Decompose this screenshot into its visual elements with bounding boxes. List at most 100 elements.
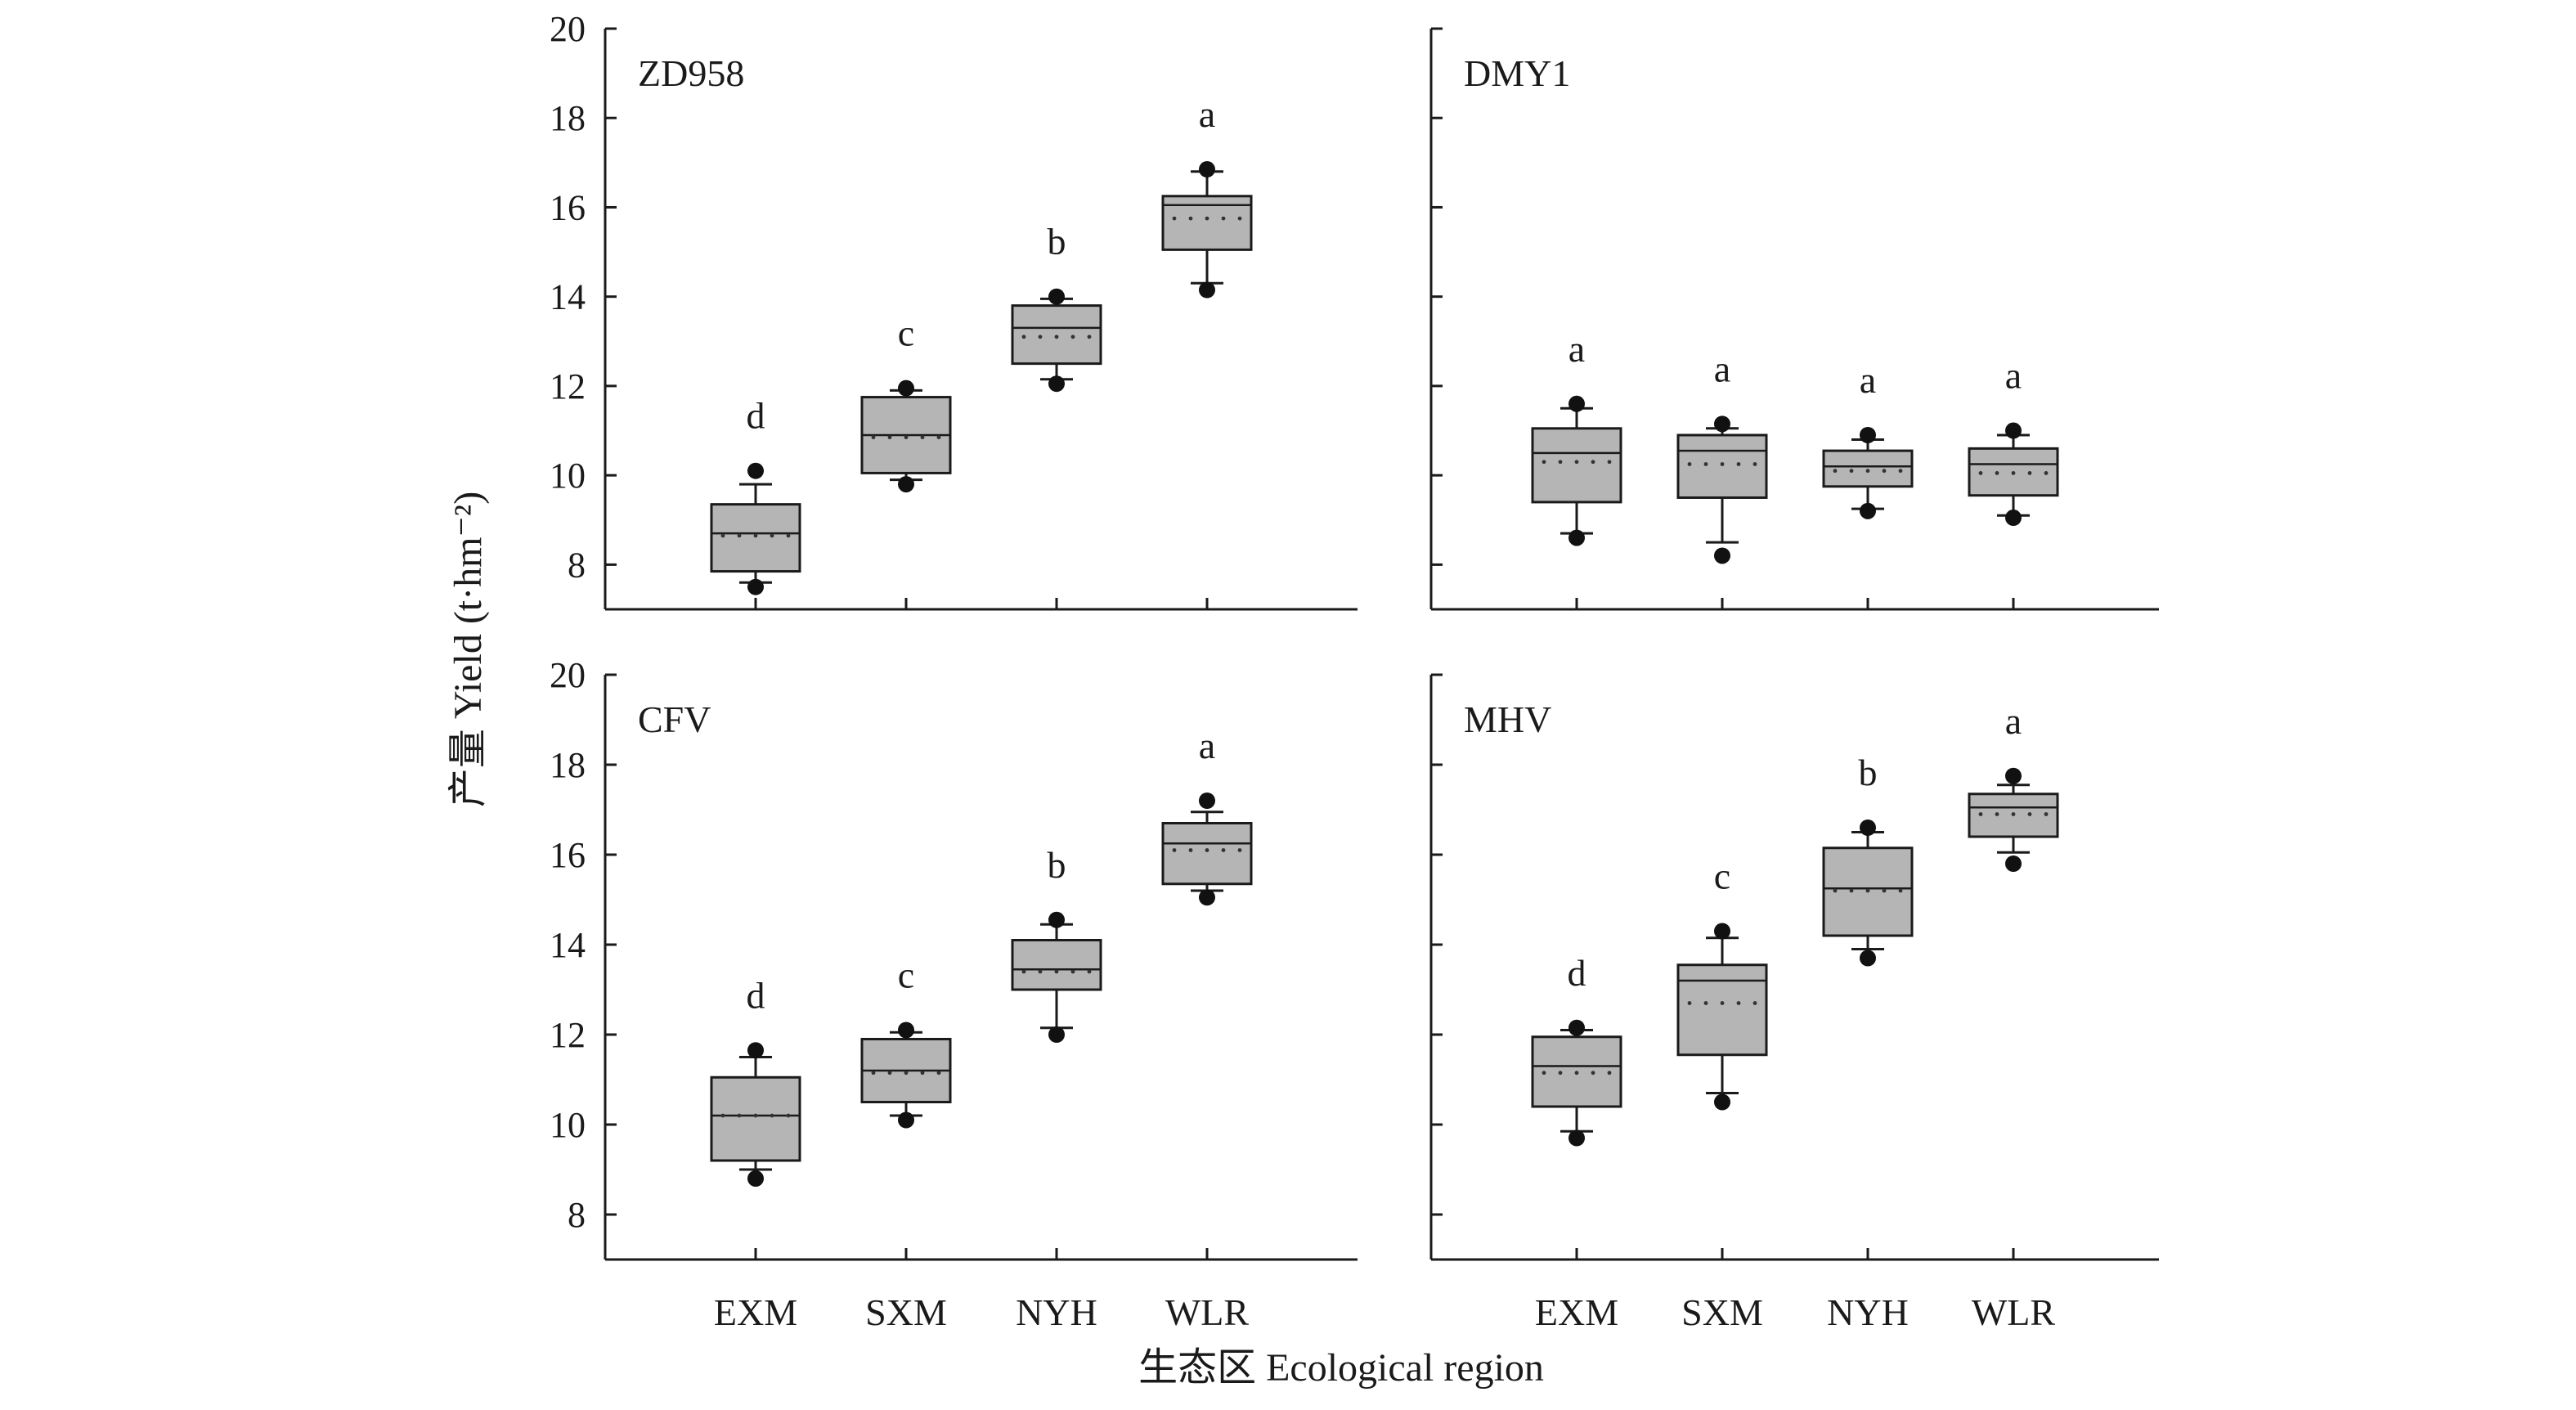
box	[710, 503, 801, 573]
significance-letter: a	[2005, 355, 2022, 397]
mean-dot	[1720, 1001, 1725, 1005]
x-category-label: SXM	[865, 1291, 947, 1333]
significance-letter: a	[1199, 93, 1215, 135]
mean-dot	[753, 1113, 758, 1118]
y-tick-label: 8	[568, 545, 586, 585]
y-axis-title: 产量 Yield (t·hm⁻²)	[447, 492, 490, 807]
y-tick-label: 12	[550, 366, 586, 406]
significance-letter: a	[1860, 359, 1876, 401]
mean-dot	[1736, 462, 1741, 466]
panels: 8 10 12 14 16 18 20 ZD958 d c b a DMY1 a a a a 8 10 12 14 16 1…	[550, 9, 2159, 1333]
mean-dot	[1188, 216, 1193, 221]
mean-dot	[1752, 462, 1757, 466]
outlier-point	[898, 476, 914, 493]
significance-letter: b	[1048, 221, 1066, 263]
outlier-point	[1860, 502, 1876, 519]
mean-dot	[1882, 469, 1887, 474]
box-group-wlr: a WLR	[1161, 725, 1253, 1333]
mean-dot	[2027, 471, 2032, 475]
mean-dot	[1752, 1001, 1757, 1005]
box-group-sxm: c SXM	[860, 954, 952, 1333]
mean-dot	[753, 533, 758, 538]
significance-letter: c	[1714, 855, 1730, 897]
box-group-nyh: b NYH	[1011, 844, 1102, 1333]
significance-letter: a	[1568, 328, 1585, 370]
mean-dot	[2011, 471, 2016, 475]
mean-dot	[1205, 848, 1209, 852]
mean-dot	[1038, 335, 1043, 339]
mean-dot	[887, 435, 892, 440]
y-tick-label: 8	[568, 1195, 586, 1235]
box	[1531, 427, 1622, 504]
mean-dot	[1021, 969, 1026, 974]
mean-dot	[720, 533, 725, 538]
mean-dot	[1978, 812, 1983, 816]
y-tick-label: 10	[550, 1105, 586, 1145]
mean-dot	[1542, 1071, 1546, 1075]
mean-dot	[1995, 812, 1999, 816]
mean-dot	[1978, 471, 1983, 475]
box-group-exm: d EXM	[1531, 952, 1622, 1333]
box-group-nyh: b NYH	[1822, 752, 1914, 1333]
mean-dot	[1898, 888, 1903, 893]
mean-dot	[2011, 812, 2016, 816]
mean-dot	[1687, 462, 1692, 466]
mean-dot	[1087, 969, 1092, 974]
mean-dot	[1833, 469, 1838, 474]
mean-dot	[1221, 848, 1226, 852]
x-category-label: WLR	[1165, 1291, 1250, 1333]
panel-dmy1: DMY1 a a a a	[1429, 27, 2159, 611]
mean-dot	[1070, 969, 1075, 974]
panel-mhv: MHV d EXM c SXM b NYH a WLR	[1429, 673, 2159, 1333]
outlier-point	[1048, 288, 1065, 305]
y-tick-label: 20	[550, 655, 586, 695]
outlier-point	[1048, 911, 1065, 928]
significance-letter: a	[1714, 348, 1730, 389]
outlier-point	[1714, 547, 1730, 564]
significance-letter: a	[1199, 725, 1215, 766]
mean-dot	[786, 1113, 791, 1118]
outlier-point	[1714, 1093, 1730, 1111]
outlier-point	[2005, 767, 2022, 784]
box-group-wlr: a	[1968, 355, 2059, 609]
x-axis-title: 生态区 Ecological region	[1138, 1346, 1544, 1390]
mean-dot	[770, 533, 774, 538]
mean-dot	[1607, 460, 1612, 465]
mean-dot	[1607, 1071, 1612, 1075]
significance-letter: b	[1048, 844, 1066, 886]
outlier-point	[747, 578, 764, 595]
outlier-point	[898, 1111, 914, 1129]
outlier-point	[1199, 793, 1215, 809]
mean-dot	[1054, 969, 1059, 974]
y-tick-label: 14	[550, 925, 586, 965]
mean-dot	[1703, 462, 1708, 466]
box-group-sxm: a	[1676, 348, 1768, 609]
mean-dot	[1070, 335, 1075, 339]
box-group-nyh: b	[1011, 221, 1102, 609]
outlier-point	[1860, 950, 1876, 967]
box-group-exm: d	[710, 395, 801, 609]
mean-dot	[1172, 848, 1177, 852]
mean-dot	[1591, 1071, 1595, 1075]
mean-dot	[936, 435, 941, 440]
x-category-label: NYH	[1827, 1291, 1909, 1333]
mean-dot	[1542, 460, 1546, 465]
mean-dot	[1221, 216, 1226, 221]
box	[1676, 963, 1768, 1057]
outlier-point	[1199, 281, 1215, 299]
y-tick-label: 18	[550, 745, 586, 785]
significance-letter: a	[2005, 700, 2022, 742]
mean-dot	[1038, 969, 1043, 974]
box	[1011, 304, 1102, 366]
mean-dot	[2027, 812, 2032, 816]
outlier-point	[1568, 395, 1585, 412]
mean-dot	[1237, 216, 1242, 221]
mean-dot	[887, 1071, 892, 1075]
significance-letter: d	[1568, 952, 1586, 994]
box	[1822, 449, 1914, 488]
x-category-label: EXM	[1535, 1291, 1618, 1333]
box	[1011, 939, 1102, 991]
y-tick-label: 10	[550, 456, 586, 496]
significance-letter: c	[898, 312, 914, 354]
mean-dot	[871, 435, 876, 440]
